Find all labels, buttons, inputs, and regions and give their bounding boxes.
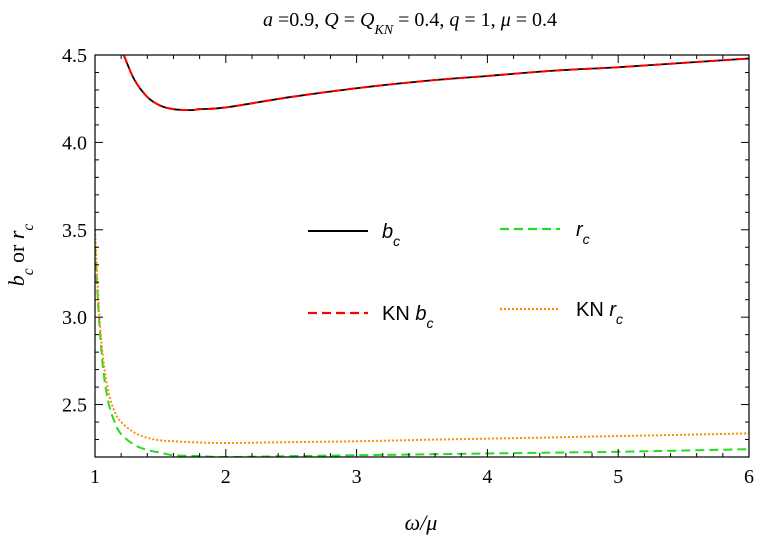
y-axis-label: bc or rc	[4, 224, 37, 287]
x-tick-label: 3	[352, 466, 362, 488]
legend-item-3: KN rc	[500, 299, 623, 327]
legend-item-1: KN bc	[308, 303, 433, 331]
legend-item-2: rc	[500, 219, 590, 247]
x-tick-label: 1	[90, 466, 100, 488]
legend-label: bc	[382, 221, 400, 249]
legend-label: KN rc	[576, 299, 623, 327]
series-layer	[95, 55, 749, 457]
plot-frame	[94, 54, 750, 458]
legend-label: KN bc	[382, 303, 433, 331]
series-line-1	[122, 55, 749, 112]
series-line-0	[122, 55, 749, 112]
legend: bc KN bc rc KN rc	[308, 219, 623, 331]
y-tick-label: 3.5	[62, 220, 87, 242]
x-axis-label: ω/μ	[405, 510, 438, 535]
x-tick-label: 5	[613, 466, 623, 488]
legend-label: rc	[576, 219, 590, 247]
x-tick-label: 2	[221, 466, 231, 488]
series-line-2	[95, 247, 749, 457]
y-tick-label: 4.5	[62, 45, 87, 67]
y-tick-label: 2.5	[62, 395, 87, 417]
y-tick-label: 3.0	[62, 307, 87, 329]
series-line-3	[95, 229, 749, 445]
ticks-layer: 1 2 3 4 5 6 2.5 3.0 3.5 4.0 4.5	[62, 45, 754, 488]
chart-title: a =0.9, Q = QKN = 0.4, q = 1, μ = 0.4	[263, 9, 557, 38]
x-tick-label: 4	[482, 466, 492, 488]
x-tick-label: 6	[744, 466, 754, 488]
legend-item-0: bc	[308, 221, 400, 249]
y-tick-label: 4.0	[62, 132, 87, 154]
